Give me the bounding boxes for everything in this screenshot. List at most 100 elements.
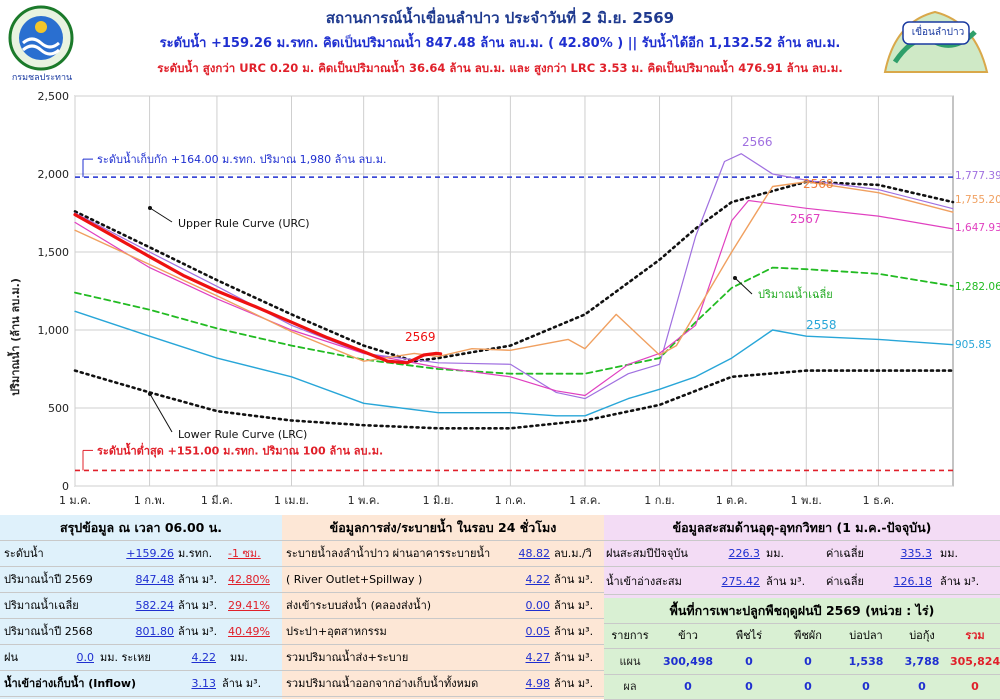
series-label: 2558 (806, 318, 837, 332)
y-tick-label: 0 (62, 480, 69, 493)
crop-cell: ผล (623, 680, 637, 693)
annotation-dot (148, 206, 152, 210)
x-tick-label: 1 ต.ค. (716, 494, 748, 507)
y-axis-label: ปริมาณน้ำ (ล้าน ลบ.ม.) (7, 278, 22, 396)
crop-cell: 0 (684, 680, 692, 693)
release-unit: ล้าน ม³. (554, 677, 594, 690)
release-unit: ลบ.ม./วิ (554, 547, 592, 560)
release-label: ส่งเข้าระบบส่งน้ำ (คลองส่งน้ำ) (286, 599, 432, 612)
summary-row: ระดับน้ำ +159.26 ม.รทก. -1 ซม. (0, 541, 282, 567)
summary-label: ปริมาณน้ำเฉลี่ย (4, 599, 79, 612)
release-value: 48.82 (518, 547, 551, 560)
release-unit: ล้าน ม³. (554, 651, 594, 664)
release-row: รวมปริมาณน้ำส่ง+ระบาย 4.27 ล้าน ม³. (282, 645, 604, 671)
summary-row: น้ำเข้าอ่างเก็บน้ำ (Inflow) 3.13 ล้าน ม³. (0, 671, 282, 697)
y-tick-label: 1,500 (38, 246, 70, 259)
summary-unit: มม. (230, 651, 248, 664)
series-line (73, 213, 443, 365)
crop-panel: พื้นที่การเพาะปลูกพืชฤดูฝนปี 2569 (หน่วย… (604, 598, 1000, 700)
x-tick-label: 1 พ.ย. (791, 494, 822, 507)
summary-panel: สรุปข้อมูล ณ เวลา 06.00 น. ระดับน้ำ +159.… (0, 515, 282, 699)
x-tick-label: 1 ก.พ. (134, 494, 165, 507)
crop-cell: 0 (804, 655, 812, 668)
summary-value: 847.48 (135, 573, 175, 586)
hydro-unit: มม. (766, 547, 784, 560)
release-label: รวมปริมาณน้ำออกจากอ่างเก็บน้ำทั้งหมด (286, 677, 479, 690)
crop-header: พืชผัก (794, 629, 822, 642)
crop-row: ผล 0 0 0 0 0 0 (604, 674, 1000, 700)
series-line (74, 181, 954, 362)
summary-percent: 42.80% (228, 573, 270, 586)
summary-label: ฝน (4, 651, 18, 664)
series-label: ปริมาณน้ำเฉลี่ย (758, 286, 833, 301)
chart-annotations: Upper Rule Curve (URC) Lower Rule Curve (… (148, 135, 1000, 441)
summary-label: ปริมาณน้ำปี 2568 (4, 625, 93, 638)
summary-value: 582.24 (135, 599, 175, 612)
annotation-dot (148, 392, 152, 396)
release-value: 4.27 (525, 651, 551, 664)
lampao-dam-logo-icon (883, 10, 989, 73)
series-label: 2566 (742, 135, 773, 149)
summary-row: ปริมาณน้ำปี 2569 847.48 ล้าน ม³. 42.80% (0, 567, 282, 593)
crop-row: แผน 300,498 0 0 1,538 3,788 305,824 (604, 649, 1000, 675)
release-row: ระบายน้ำลงลำน้ำปาว ผ่านอาคารระบายน้ำ 48.8… (282, 541, 604, 567)
y-tick-label: 1,000 (38, 324, 70, 337)
crop-cell: 0 (804, 680, 812, 693)
release-label: รวมปริมาณน้ำส่ง+ระบาย (286, 651, 409, 664)
release-unit: ล้าน ม³. (554, 599, 594, 612)
series-end-value: 1,282.06 (955, 281, 1000, 293)
summary-value: 801.80 (135, 625, 175, 638)
logo-right-text: เขื่อนลำปาว (911, 27, 965, 38)
logo-left-text: กรมชลประทาน (11, 73, 73, 83)
x-tick-label: 1 พ.ค. (348, 494, 380, 507)
release-panel: ข้อมูลการส่ง/ระบายน้ำ ในรอบ 24 ชั่วโมง ร… (282, 515, 604, 699)
series-line (74, 266, 954, 375)
series-line (74, 310, 954, 417)
x-tick-label: 1 ก.ย. (644, 494, 675, 507)
crop-title: พื้นที่การเพาะปลูกพืชฤดูฝนปี 2569 (หน่วย… (604, 598, 1000, 624)
summary-unit: ล้าน ม³. (178, 573, 218, 586)
crop-header: พืชไร่ (735, 629, 763, 642)
release-value: 0.00 (525, 599, 551, 612)
series-end-value: 1,755.20 (955, 194, 1000, 206)
crop-cell: 3,788 (904, 655, 940, 668)
crop-header: ข้าว (678, 629, 698, 642)
hydro-unit: มม. (940, 547, 958, 560)
series-label: 2569 (405, 330, 436, 344)
crop-header: บ่อกุ้ง (909, 629, 935, 642)
hydro-row: น้ำเข้าอ่างสะสม 275.42 ล้าน ม³. ค่าเฉลี่ย 12… (604, 569, 1000, 595)
release-value: 4.98 (525, 677, 551, 690)
summary-percent: 29.41% (228, 599, 270, 612)
chart-series (73, 153, 955, 430)
x-tick-label: 1 มี.ค. (201, 494, 233, 507)
summary-unit: ม.รทก. (178, 547, 213, 560)
x-tick-label: 1 มิ.ย. (423, 494, 454, 507)
series-end-value: 1,777.39 (955, 170, 1000, 182)
y-axis: 0 500 1,000 1,500 2,000 2,500 (38, 90, 70, 493)
hydro-value: 126.18 (893, 575, 933, 588)
annotation-dot (733, 276, 737, 280)
summary-row: ปริมาณน้ำปี 2568 801.80 ล้าน ม³. 40.49% (0, 619, 282, 645)
hydro-label: ฝนสะสมปีปัจจุบัน (606, 547, 688, 560)
x-tick-label: 1 ม.ค. (59, 494, 91, 507)
crop-cell: 300,498 (662, 655, 714, 668)
release-label: ประปา+อุตสาหกรรม (286, 625, 387, 638)
chart-grid (74, 95, 954, 487)
release-row: รวมปริมาณน้ำออกจากอ่างเก็บน้ำทั้งหมด 4.98… (282, 671, 604, 697)
series-line (73, 369, 955, 430)
series-label: 2567 (790, 212, 821, 226)
x-tick-label: 1 ธ.ค. (863, 494, 895, 507)
hydro-unit: ล้าน ม³. (940, 575, 980, 588)
summary-row: ปริมาณน้ำเฉลี่ย 582.24 ล้าน ม³. 29.41% (0, 593, 282, 619)
hydro-value: 335.3 (900, 547, 933, 560)
release-value: 4.22 (525, 573, 551, 586)
crop-header: รายการ (611, 629, 649, 642)
release-unit: ล้าน ม³. (554, 625, 594, 638)
summary-change: -1 ซม. (228, 547, 261, 560)
y-tick-label: 500 (48, 402, 69, 415)
series-line (73, 180, 955, 363)
y-tick-label: 2,500 (38, 90, 70, 103)
summary-value: 4.22 (191, 651, 217, 664)
hydro-value: 226.3 (728, 547, 761, 560)
summary-unit: ล้าน ม³. (222, 677, 262, 690)
